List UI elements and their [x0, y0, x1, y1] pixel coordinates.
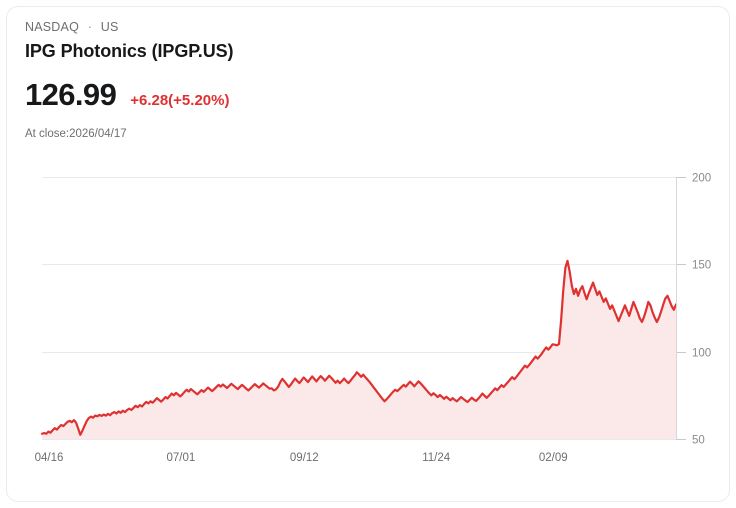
price-line	[40, 259, 678, 436]
y-axis-label: 100	[692, 348, 711, 360]
price-row: 126.99 +6.28(+5.20%)	[25, 78, 233, 112]
exchange-region-row: NASDAQ · US	[25, 19, 233, 35]
x-axis-label: 11/24	[422, 452, 451, 464]
price-change: +6.28(+5.20%)	[130, 92, 230, 109]
y-axis-label: 50	[692, 435, 705, 447]
y-axis-label: 150	[692, 260, 711, 272]
separator-dot: ·	[87, 20, 93, 34]
x-axis-labels-group: 04/16 07/01 09/12 11/24 02/09	[35, 452, 568, 464]
exchange-label: NASDAQ	[25, 20, 79, 34]
y-axis-labels-group: 200 150 100 50	[692, 173, 711, 447]
x-axis-label: 04/16	[35, 452, 64, 464]
x-axis-label: 09/12	[290, 452, 319, 464]
stock-quote-card: NASDAQ · US IPG Photonics (IPGP.US) 126.…	[6, 6, 730, 502]
gridlines-group	[42, 177, 686, 440]
y-axis-label: 200	[692, 173, 711, 185]
at-close-timestamp: At close:2026/04/17	[25, 128, 127, 140]
x-axis-label: 02/09	[539, 452, 568, 464]
current-price: 126.99	[25, 77, 117, 112]
region-label: US	[100, 20, 119, 34]
x-axis-label: 07/01	[167, 452, 196, 464]
quote-header: NASDAQ · US IPG Photonics (IPGP.US) 126.…	[25, 19, 234, 141]
page-title: IPG Photonics (IPGP.US)	[25, 41, 234, 61]
price-area-fill	[42, 260, 676, 439]
